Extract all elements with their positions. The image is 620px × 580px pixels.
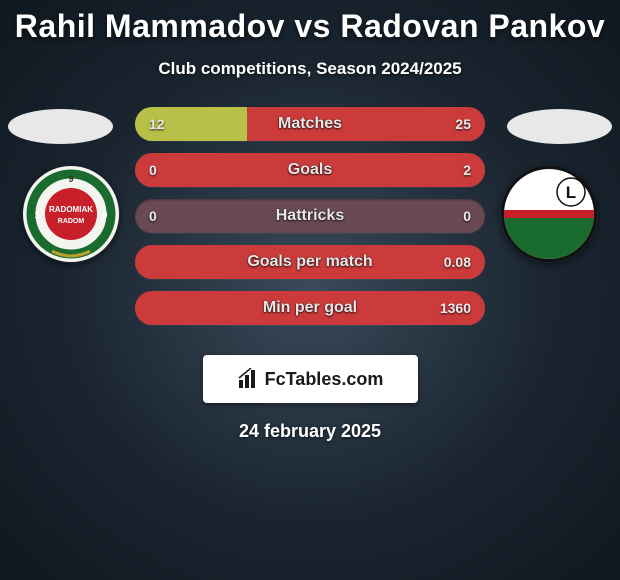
- date-label: 24 february 2025: [0, 421, 620, 442]
- stat-row: Goals per match0.08: [135, 245, 485, 279]
- club-badge-left: RADOMIAK RADOM 9 1 0: [22, 165, 120, 263]
- stat-row: Matches1225: [135, 107, 485, 141]
- svg-text:RADOM: RADOM: [58, 218, 85, 225]
- svg-text:9: 9: [68, 174, 73, 184]
- bar-chart-icon: [237, 368, 259, 390]
- page-title: Rahil Mammadov vs Radovan Pankov: [0, 0, 620, 45]
- stat-row: Goals02: [135, 153, 485, 187]
- compare-area: RADOMIAK RADOM 9 1 0 L Matches1225 Goals0…: [0, 107, 620, 337]
- stat-left-fill: [135, 107, 247, 141]
- svg-text:RADOMIAK: RADOMIAK: [49, 205, 93, 214]
- stat-value-right: 0: [463, 208, 471, 224]
- page-subtitle: Club competitions, Season 2024/2025: [0, 59, 620, 79]
- svg-text:L: L: [566, 183, 576, 202]
- flag-right: [507, 109, 612, 144]
- club-left-logo: RADOMIAK RADOM 9 1 0: [22, 165, 120, 263]
- stat-right-fill: [135, 245, 485, 279]
- stat-bars: Matches1225 Goals02 Hattricks0 0 Goals per m…: [135, 107, 485, 337]
- club-right-logo: L: [500, 165, 598, 263]
- club-badge-right: L: [500, 165, 598, 263]
- stat-right-fill: [135, 291, 485, 325]
- stat-row: Hattricks0 0: [135, 199, 485, 233]
- stat-right-fill: [135, 153, 485, 187]
- flag-left: [8, 109, 113, 144]
- stat-label: Hattricks: [135, 207, 485, 225]
- svg-text:0: 0: [102, 210, 107, 220]
- svg-text:1: 1: [34, 210, 39, 220]
- brand-badge[interactable]: FcTables.com: [203, 355, 418, 403]
- brand-text: FcTables.com: [265, 369, 384, 390]
- stat-row: Min per goal1360: [135, 291, 485, 325]
- stat-right-fill: [247, 107, 485, 141]
- stat-value-left: 0: [149, 208, 157, 224]
